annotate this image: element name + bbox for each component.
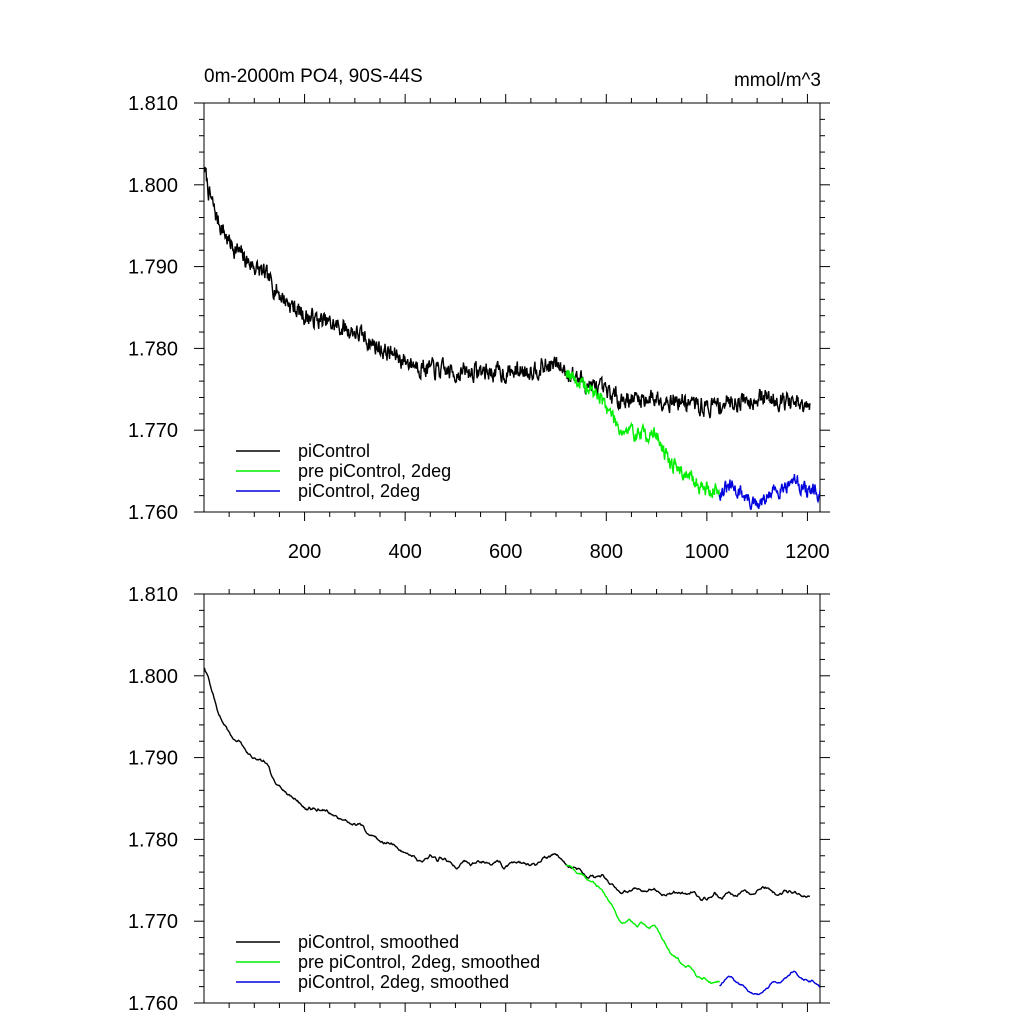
y-tick-label: 1.800 [128, 175, 178, 197]
legend-label: pre piControl, 2deg [298, 461, 451, 481]
y-tick-label: 1.790 [128, 748, 178, 770]
x-tick-label: 600 [489, 541, 522, 563]
y-tick-label: 1.810 [128, 93, 178, 115]
legend-label: piControl, 2deg, smoothed [298, 972, 509, 992]
chart-title: 0m-2000m PO4, 90S-44S [204, 66, 423, 87]
x-tick-label: 400 [388, 541, 421, 563]
x-tick-label: 200 [288, 541, 321, 563]
legend-label: piControl [298, 441, 370, 461]
y-tick-label: 1.770 [128, 420, 178, 442]
y-tick-label: 1.790 [128, 257, 178, 279]
x-tick-label: 800 [590, 541, 623, 563]
units-label: mmol/m^3 [733, 70, 821, 91]
y-tick-label: 1.800 [128, 666, 178, 688]
plot-frame [203, 593, 821, 1004]
y-tick-label: 1.780 [128, 829, 178, 851]
y-tick-label: 1.810 [128, 584, 178, 606]
series-line-picontrol-2deg [718, 474, 820, 511]
legend-label: pre piControl, 2deg, smoothed [298, 952, 540, 972]
series-line-picontrol [204, 166, 811, 419]
x-tick-label: 1000 [685, 541, 730, 563]
series-line-pre-picontrol-2deg [565, 369, 721, 499]
series-line-picontrol-smoothed [204, 667, 811, 902]
series-line-pre-picontrol-2deg-smoothed [565, 864, 721, 985]
y-tick-label: 1.760 [128, 502, 178, 524]
y-tick-label: 1.780 [128, 338, 178, 360]
plot-frame [203, 102, 821, 513]
series-line-picontrol-2deg-smoothed [719, 970, 820, 996]
y-tick-label: 1.760 [128, 993, 178, 1015]
x-tick-label: 1200 [785, 541, 830, 563]
legend-label: piControl, smoothed [298, 932, 459, 952]
y-tick-label: 1.770 [128, 911, 178, 933]
legend-label: piControl, 2deg [298, 481, 420, 501]
chart-panel-1: 1.810 1.800 1.790 1.780 1.770 1.760 200 400 600 8… [128, 93, 830, 563]
chart-panel-2: 1.810 1.800 1.790 1.780 1.770 1.760 piControl,… [128, 584, 830, 1015]
